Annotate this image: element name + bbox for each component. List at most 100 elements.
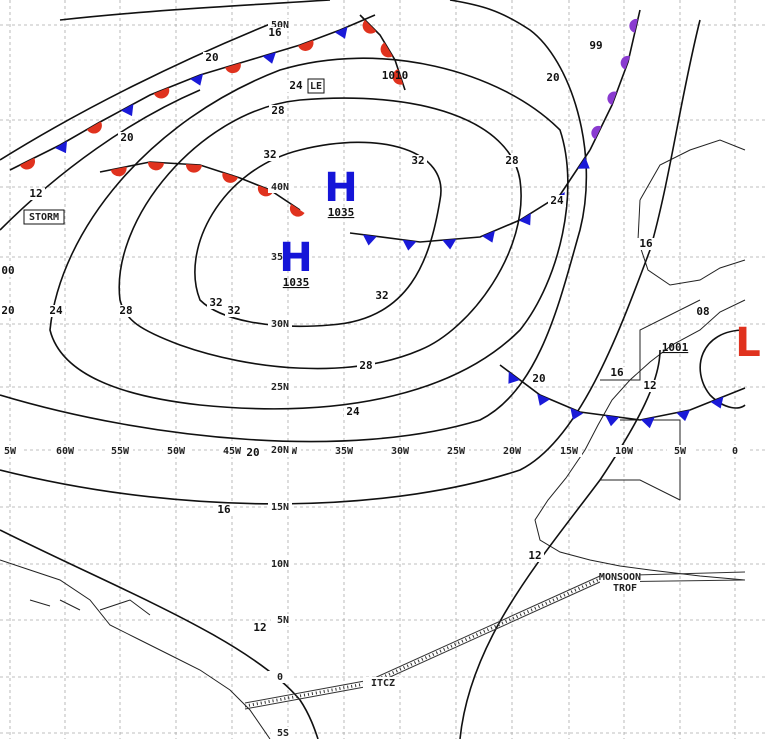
label-bg <box>363 677 403 689</box>
latitude-label: 35N <box>271 252 289 263</box>
label-bg <box>0 265 17 277</box>
pressure-value: 1035 <box>328 206 355 219</box>
isobar <box>0 0 331 231</box>
pressure-symbol: H <box>279 235 312 281</box>
isobar-label: 20 <box>120 131 133 144</box>
label-bg <box>544 72 562 84</box>
front-symbol <box>222 172 238 183</box>
label-bg <box>271 727 295 739</box>
occluded-front-symbol <box>620 55 631 70</box>
longitude-label: 45W <box>223 446 242 457</box>
front-symbol <box>710 396 724 409</box>
longitude-label: 5W <box>4 446 17 457</box>
front-symbol <box>518 213 531 226</box>
isobar-label: 20 <box>1 304 14 317</box>
warm-front-symbol <box>362 19 377 34</box>
isobar-label: 28 <box>359 359 372 372</box>
warm-front-symbol <box>153 87 170 99</box>
label-bg <box>244 447 262 459</box>
label-bg <box>215 504 233 516</box>
isobar-label: 28 <box>505 154 518 167</box>
occluded-front-symbol <box>629 18 638 33</box>
isobar-label: 12 <box>528 549 541 562</box>
front-symbol <box>262 52 276 64</box>
label-bg <box>722 445 748 457</box>
longitude-label: 15W <box>560 446 579 457</box>
front-symbol <box>54 140 68 154</box>
cold-front-symbol <box>537 393 551 406</box>
label-bg <box>251 622 269 634</box>
warm-front-symbol <box>110 166 127 177</box>
front-symbol <box>362 234 377 246</box>
label-bg <box>261 149 279 161</box>
front-symbol <box>676 409 691 422</box>
label-bg <box>203 52 221 64</box>
front-symbol <box>225 62 241 74</box>
longitude-label: 30W <box>391 446 410 457</box>
warm-front-symbol <box>185 164 202 173</box>
longitude-label: 5W <box>674 446 687 457</box>
cold-front-symbol <box>605 415 620 427</box>
front-symbol <box>190 73 204 86</box>
isobar-label: 16 <box>639 237 653 250</box>
label-bg <box>409 155 427 167</box>
warm-front-symbol <box>225 62 241 74</box>
labels: 5W60W55W50W45W40W35W30W25W20W15W10W5W050… <box>0 19 761 739</box>
front-symbol <box>442 238 457 250</box>
front-symbol <box>537 393 551 406</box>
isobars <box>0 0 746 739</box>
warm-front-symbol <box>298 40 314 51</box>
cold-front-symbol <box>676 409 691 422</box>
label-bg <box>600 571 640 583</box>
front-symbol <box>508 371 521 384</box>
cold-front-symbol <box>442 238 457 250</box>
cold-front-symbol <box>570 407 584 420</box>
front-symbol <box>185 164 202 173</box>
front-symbol <box>153 87 170 99</box>
label-bg <box>637 238 655 250</box>
front-line <box>349 149 591 243</box>
isobar-label: 16 <box>217 503 231 516</box>
front-symbol <box>362 19 377 34</box>
front-line <box>499 364 746 421</box>
label-bg <box>118 132 136 144</box>
isobar <box>118 97 522 370</box>
isobar-label: 24 <box>49 304 63 317</box>
front-symbol <box>289 204 305 217</box>
cold-front-symbol <box>482 230 495 243</box>
label-bg <box>331 445 357 457</box>
cold-front-symbol <box>190 73 204 86</box>
front-symbol <box>334 26 348 39</box>
label-bg <box>387 445 413 457</box>
isobar <box>0 0 588 443</box>
longitude-label: 20W <box>503 446 522 457</box>
front-line <box>9 14 376 171</box>
front-symbol <box>402 239 417 251</box>
latitude-label: 40N <box>271 182 289 193</box>
label-bg <box>27 188 45 200</box>
label-bg <box>117 305 135 317</box>
label-bg <box>268 671 292 683</box>
longitude-label: 35W <box>335 446 354 457</box>
latitude-label: 15N <box>271 502 289 513</box>
warm-front-symbol <box>148 161 164 171</box>
front-symbol <box>121 103 134 117</box>
front-symbol <box>392 69 404 85</box>
label-bg <box>667 445 693 457</box>
cold-front-symbol <box>121 103 134 117</box>
isobar-label: 20 <box>546 71 559 84</box>
latitude-label: 5N <box>277 615 289 626</box>
occluded-front-symbol <box>591 125 602 140</box>
cold-front-symbol <box>402 239 417 251</box>
front-symbol <box>298 40 314 51</box>
isobar-label: 32 <box>263 148 276 161</box>
isobar-label: 24 <box>289 79 303 92</box>
label-bg <box>530 373 548 385</box>
label-bg <box>269 105 287 117</box>
isobar <box>0 529 319 739</box>
front-symbol <box>607 91 617 106</box>
warm-front-symbol <box>222 172 238 183</box>
africa-coast <box>534 299 746 581</box>
